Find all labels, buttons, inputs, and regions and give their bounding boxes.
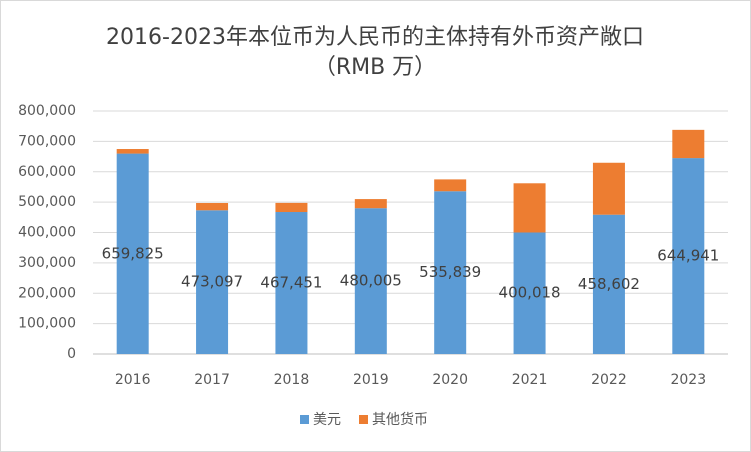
data-label: 659,825 [102, 244, 164, 262]
x-tick-label: 2019 [353, 372, 389, 388]
data-label: 400,018 [499, 284, 561, 302]
y-tick-label: 100,000 [18, 316, 76, 332]
y-tick-label: 500,000 [18, 194, 76, 210]
bar-segment [275, 202, 308, 213]
data-label: 473,097 [181, 273, 243, 291]
bar-segment [196, 203, 229, 211]
y-tick-label: 200,000 [18, 285, 76, 301]
chart-subtitle: （RMB 万） [314, 55, 436, 80]
data-label: 644,941 [657, 247, 719, 265]
legend-label: 美元 [313, 412, 341, 428]
chart-title: 2016-2023年本位币为人民币的主体持有外币资产敞口 [106, 25, 644, 50]
x-tick-label: 2018 [274, 372, 310, 388]
legend-swatch [359, 415, 368, 424]
bar-segment [513, 232, 546, 354]
bar-segment [116, 153, 149, 354]
y-tick-label: 700,000 [18, 133, 76, 149]
y-tick-label: 0 [67, 346, 76, 362]
x-tick-label: 2020 [432, 372, 468, 388]
bar-segment [592, 214, 625, 354]
bar-segment [434, 179, 467, 192]
y-tick-label: 800,000 [18, 103, 76, 119]
y-tick-label: 300,000 [18, 255, 76, 271]
bar-segment [275, 212, 308, 354]
data-label: 467,451 [260, 274, 322, 292]
bar-segment [672, 129, 705, 159]
bar-segment [434, 191, 467, 354]
x-tick-label: 2022 [591, 372, 627, 388]
data-label: 535,839 [419, 263, 481, 281]
bar-segment [354, 208, 387, 354]
data-label: 480,005 [340, 272, 402, 290]
legend-label: 其他货币 [372, 411, 428, 428]
bar-segment [592, 162, 625, 215]
data-label: 458,602 [578, 275, 640, 293]
bar-segment [116, 149, 149, 154]
y-tick-label: 600,000 [18, 164, 76, 180]
x-tick-label: 2016 [115, 372, 151, 388]
bar-segment [513, 183, 546, 233]
x-tick-label: 2017 [194, 372, 230, 388]
x-tick-label: 2023 [670, 372, 706, 388]
bar-segment [672, 158, 705, 354]
bar-segment [196, 210, 229, 354]
y-tick-label: 400,000 [18, 225, 76, 241]
bar-segment [354, 199, 387, 209]
x-tick-label: 2021 [512, 372, 548, 388]
legend-swatch [300, 415, 309, 424]
